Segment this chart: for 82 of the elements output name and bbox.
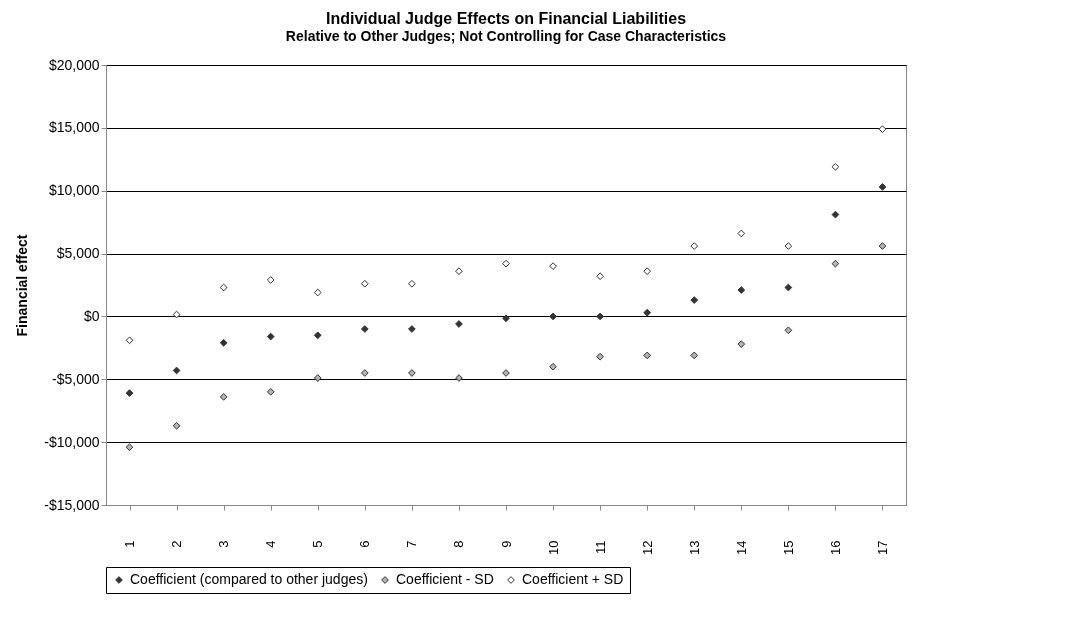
x-tick-label: 16 xyxy=(827,540,843,555)
point xyxy=(831,210,840,219)
x-tick-label: 3 xyxy=(216,540,232,548)
point xyxy=(878,242,887,250)
point xyxy=(784,242,793,250)
point xyxy=(737,229,746,238)
point xyxy=(266,388,275,396)
legend-label: Coefficient (compared to other judges) xyxy=(130,571,368,587)
point xyxy=(313,374,322,382)
point xyxy=(878,183,887,191)
x-tick-label: 10 xyxy=(545,540,561,555)
x-tick-label: 15 xyxy=(780,540,796,555)
x-tick-label: 5 xyxy=(310,540,326,548)
point xyxy=(313,331,322,340)
point xyxy=(219,283,228,292)
point xyxy=(831,259,840,268)
legend-label: Coefficient - SD xyxy=(396,571,494,587)
point xyxy=(360,279,369,288)
point xyxy=(125,389,134,397)
point xyxy=(266,332,275,341)
point xyxy=(596,272,604,281)
point xyxy=(502,369,510,377)
y-tick-label: $10,000 xyxy=(48,182,100,199)
point xyxy=(549,262,557,270)
x-tick-label: 2 xyxy=(169,540,185,548)
y-tick-label: $15,000 xyxy=(48,119,100,136)
point xyxy=(455,267,463,276)
x-tick-label: 11 xyxy=(592,540,608,554)
point xyxy=(125,443,134,452)
point xyxy=(455,320,463,328)
point xyxy=(360,369,369,377)
point xyxy=(690,242,699,250)
point xyxy=(408,369,416,377)
point xyxy=(690,296,699,304)
point xyxy=(737,286,746,294)
point xyxy=(455,374,463,382)
point xyxy=(643,308,652,317)
point xyxy=(219,338,228,347)
point xyxy=(549,362,557,371)
x-tick-label: 4 xyxy=(263,540,279,548)
point xyxy=(219,393,228,401)
point xyxy=(831,162,840,171)
y-tick-label: -$5,000 xyxy=(52,370,100,387)
point xyxy=(737,340,746,348)
point xyxy=(502,259,510,268)
point xyxy=(784,326,793,335)
y-axis-title: Financial effect xyxy=(14,234,31,337)
point xyxy=(784,283,793,292)
point xyxy=(408,325,416,333)
point xyxy=(690,351,699,360)
x-tick-label: 1 xyxy=(122,540,138,548)
point xyxy=(125,336,134,345)
point xyxy=(596,312,604,321)
point xyxy=(172,310,181,319)
y-tick-label: $0 xyxy=(83,307,100,324)
x-tick-label: 17 xyxy=(874,540,890,555)
y-tick-label: -$10,000 xyxy=(44,433,100,450)
point xyxy=(408,279,416,288)
point xyxy=(266,276,275,284)
point xyxy=(360,325,369,333)
point xyxy=(596,352,604,361)
point xyxy=(172,366,181,375)
x-tick-label: 9 xyxy=(498,540,514,548)
x-tick-label: 12 xyxy=(639,540,655,555)
x-tick-label: 7 xyxy=(404,540,420,548)
point xyxy=(313,288,322,297)
x-tick-label: 6 xyxy=(357,540,373,548)
point xyxy=(878,125,887,133)
chart-title: Individual Judge Effects on Financial Liabilities xyxy=(325,10,687,27)
point xyxy=(643,267,652,276)
point xyxy=(643,351,652,360)
legend-label: Coefficient + SD xyxy=(522,571,624,587)
y-tick-label: $5,000 xyxy=(56,245,100,262)
point xyxy=(502,314,510,323)
x-tick-label: 8 xyxy=(451,540,467,548)
y-tick-label: $20,000 xyxy=(48,56,100,73)
point xyxy=(172,421,181,430)
y-tick-label: -$15,000 xyxy=(44,496,100,513)
x-tick-label: 14 xyxy=(733,540,749,555)
point xyxy=(549,312,557,321)
x-tick-label: 13 xyxy=(686,540,702,555)
chart-subtitle: Relative to Other Judges; Not Controlling for Case Characteristics xyxy=(285,28,727,44)
